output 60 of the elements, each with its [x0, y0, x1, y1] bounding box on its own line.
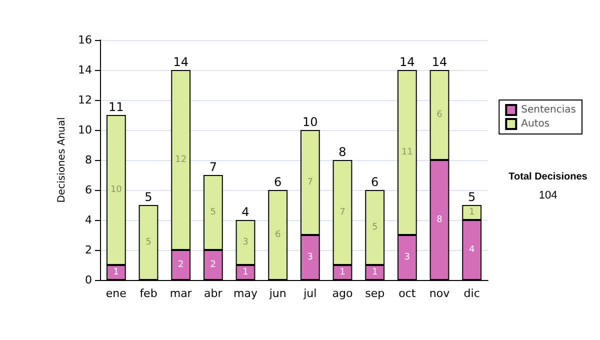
data-label: 7	[307, 178, 314, 188]
y-tick-label: 12	[78, 94, 92, 106]
data-label: 4	[468, 245, 475, 255]
total-label: 8	[338, 145, 346, 159]
data-label: 1	[113, 268, 120, 278]
total-label: 14	[400, 55, 415, 69]
data-label: 10	[110, 185, 122, 195]
total-label: 14	[173, 55, 188, 69]
y-tick-label: 10	[78, 124, 92, 136]
data-label: 12	[175, 155, 187, 165]
x-tick-label: may	[234, 287, 258, 300]
data-label: 7	[340, 208, 346, 218]
data-label: 6	[436, 110, 443, 120]
total-label: 11	[108, 100, 124, 114]
data-label: 5	[146, 238, 152, 248]
total-label: 5	[144, 190, 152, 204]
y-tick-label: 0	[85, 274, 92, 286]
y-tick-label: 14	[78, 64, 92, 76]
data-label: 1	[468, 208, 475, 218]
text: Total Decisiones	[508, 172, 588, 182]
legend-label: Autos	[521, 118, 550, 130]
data-label: 1	[242, 268, 248, 278]
data-label: 5	[210, 208, 216, 218]
x-tick-label: jun	[268, 287, 286, 300]
data-label: 3	[404, 252, 410, 262]
total-label: 4	[242, 205, 250, 219]
x-tick-label: nov	[429, 287, 450, 300]
y-axis-title: Decisiones Anual	[56, 117, 68, 203]
x-tick-label: sep	[365, 287, 385, 300]
data-label: 6	[274, 230, 281, 240]
data-label: 11	[401, 148, 413, 158]
data-label: 8	[436, 215, 443, 225]
data-label: 3	[242, 238, 248, 248]
x-tick-label: abr	[204, 287, 223, 300]
total-label: 6	[371, 175, 379, 189]
text: 104	[538, 190, 558, 202]
y-tick-label: 4	[85, 214, 92, 226]
legend-label: Sentencias	[521, 104, 576, 116]
x-tick-label: ago	[332, 287, 353, 300]
total-label: 5	[468, 190, 476, 204]
data-label: 1	[340, 268, 346, 278]
data-label: 2	[210, 260, 216, 270]
x-tick-label: feb	[140, 287, 158, 300]
total-label: 14	[432, 55, 448, 69]
data-label: 5	[372, 222, 378, 232]
data-label: 3	[307, 252, 314, 262]
x-tick-label: ene	[106, 287, 127, 300]
y-tick-label: 16	[78, 34, 92, 46]
y-tick-label: 8	[85, 154, 92, 166]
total-label: 6	[274, 175, 282, 189]
total-label: 7	[209, 160, 217, 174]
y-tick-label: 2	[85, 244, 92, 256]
total-label: 10	[302, 115, 318, 129]
x-tick-label: jul	[302, 287, 317, 300]
y-tick-label: 6	[85, 184, 92, 196]
data-label: 1	[372, 268, 378, 278]
data-label: 2	[178, 260, 184, 270]
x-tick-label: oct	[398, 287, 416, 300]
x-tick-label: dic	[464, 287, 480, 300]
x-tick-label: mar	[170, 287, 192, 300]
